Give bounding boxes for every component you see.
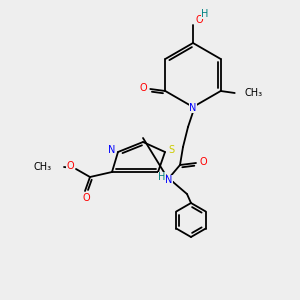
Text: H: H [158,172,166,182]
Text: O: O [140,83,147,93]
Text: N: N [189,103,197,113]
Text: N: N [165,175,173,185]
Text: CH₃: CH₃ [245,88,263,98]
Text: O: O [199,157,207,167]
Text: O: O [82,193,90,203]
Text: O: O [66,161,74,171]
Text: H: H [201,9,209,19]
Text: N: N [108,145,116,155]
Text: O: O [195,15,203,25]
Text: S: S [168,145,174,155]
Text: CH₃: CH₃ [34,162,52,172]
